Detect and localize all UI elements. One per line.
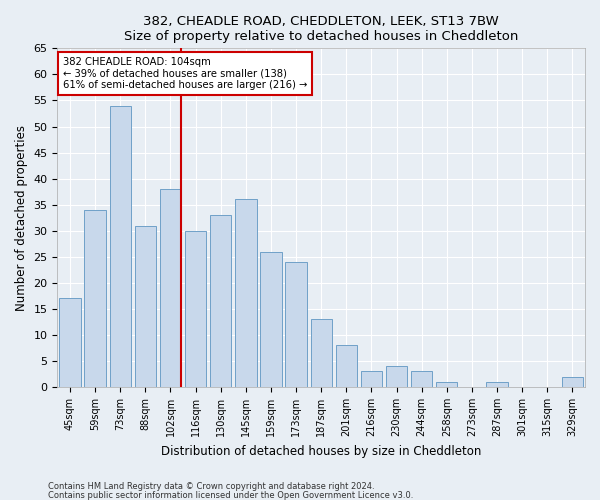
Bar (562, 376, 583, 387)
Y-axis label: Number of detached properties: Number of detached properties (15, 124, 28, 310)
Bar (110, 106, 131, 387)
Bar (361, 372, 382, 387)
Bar (134, 226, 156, 387)
Bar (311, 320, 332, 387)
Bar (210, 215, 232, 387)
Text: Contains public sector information licensed under the Open Government Licence v3: Contains public sector information licen… (48, 490, 413, 500)
Bar (59, 298, 80, 387)
Text: 382 CHEADLE ROAD: 104sqm
← 39% of detached houses are smaller (138)
61% of semi-: 382 CHEADLE ROAD: 104sqm ← 39% of detach… (62, 57, 307, 90)
Bar (411, 372, 433, 387)
Bar (286, 262, 307, 387)
Bar (260, 252, 281, 387)
Bar (185, 230, 206, 387)
Title: 382, CHEADLE ROAD, CHEDDLETON, LEEK, ST13 7BW
Size of property relative to detac: 382, CHEADLE ROAD, CHEDDLETON, LEEK, ST1… (124, 15, 518, 43)
X-axis label: Distribution of detached houses by size in Cheddleton: Distribution of detached houses by size … (161, 444, 481, 458)
Bar (487, 382, 508, 387)
Bar (85, 210, 106, 387)
Bar (436, 382, 457, 387)
Bar (235, 200, 257, 387)
Bar (335, 346, 357, 387)
Bar (386, 366, 407, 387)
Text: Contains HM Land Registry data © Crown copyright and database right 2024.: Contains HM Land Registry data © Crown c… (48, 482, 374, 491)
Bar (160, 189, 181, 387)
